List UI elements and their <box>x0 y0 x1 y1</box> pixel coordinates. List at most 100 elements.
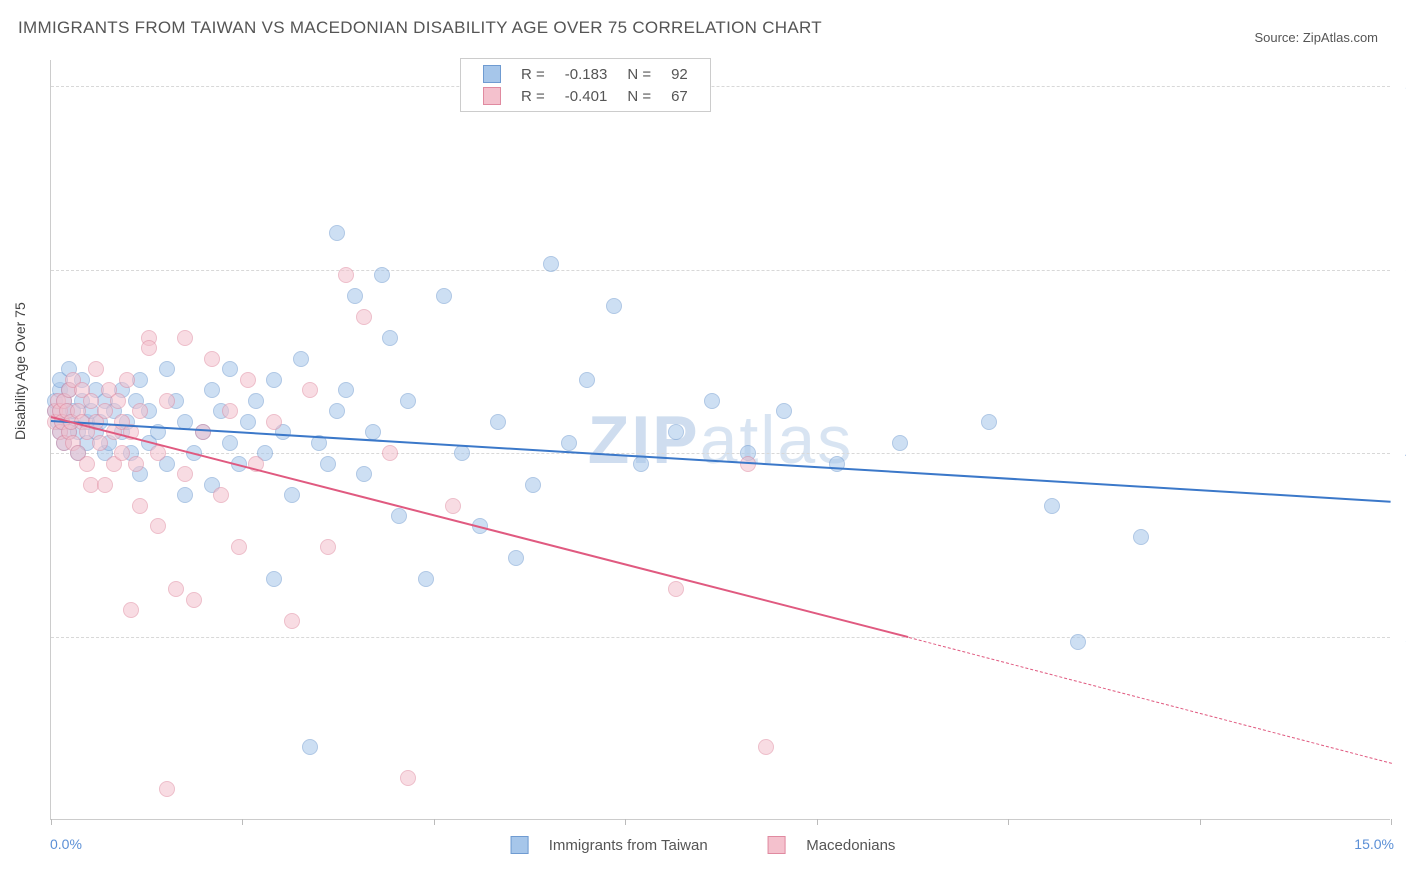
data-point <box>579 372 595 388</box>
data-point <box>454 445 470 461</box>
data-point <box>1070 634 1086 650</box>
data-point <box>374 267 390 283</box>
gridline <box>51 453 1390 454</box>
data-point <box>561 435 577 451</box>
data-point <box>132 498 148 514</box>
data-point <box>204 351 220 367</box>
data-point <box>776 403 792 419</box>
x-axis-min-label: 0.0% <box>50 836 82 852</box>
swatch-series2 <box>483 87 501 105</box>
correlation-legend: R =-0.183 N =92 R =-0.401 N =67 <box>460 58 711 112</box>
series1-label: Immigrants from Taiwan <box>549 837 708 854</box>
swatch-series2-bottom <box>768 836 786 854</box>
data-point <box>128 456 144 472</box>
data-point <box>365 424 381 440</box>
x-axis-max-label: 15.0% <box>1354 836 1394 852</box>
data-point <box>382 445 398 461</box>
x-tick <box>51 819 52 825</box>
x-tick <box>242 819 243 825</box>
data-point <box>668 424 684 440</box>
data-point <box>204 382 220 398</box>
data-point <box>293 351 309 367</box>
data-point <box>284 487 300 503</box>
data-point <box>356 309 372 325</box>
x-tick <box>434 819 435 825</box>
data-point <box>418 571 434 587</box>
trend-line-extrapolated <box>908 637 1391 764</box>
x-tick <box>1200 819 1201 825</box>
data-point <box>391 508 407 524</box>
data-point <box>981 414 997 430</box>
y-tick-label: 45.0% <box>1395 445 1406 461</box>
series-legend: Immigrants from Taiwan Macedonians <box>503 836 904 854</box>
data-point <box>79 456 95 472</box>
data-point <box>119 372 135 388</box>
data-point <box>240 372 256 388</box>
data-point <box>222 403 238 419</box>
data-point <box>320 539 336 555</box>
data-point <box>222 435 238 451</box>
x-tick <box>817 819 818 825</box>
trend-line <box>51 416 909 638</box>
gridline <box>51 270 1390 271</box>
x-tick <box>625 819 626 825</box>
data-point <box>400 770 416 786</box>
data-point <box>240 414 256 430</box>
data-point <box>177 330 193 346</box>
data-point <box>110 393 126 409</box>
data-point <box>356 466 372 482</box>
data-point <box>248 393 264 409</box>
data-point <box>490 414 506 430</box>
data-point <box>150 518 166 534</box>
data-point <box>445 498 461 514</box>
data-point <box>231 539 247 555</box>
data-point <box>159 393 175 409</box>
data-point <box>186 592 202 608</box>
data-point <box>123 602 139 618</box>
gridline <box>51 637 1390 638</box>
data-point <box>543 256 559 272</box>
legend-row-series1: R =-0.183 N =92 <box>473 63 698 85</box>
gridline <box>51 86 1390 87</box>
data-point <box>1133 529 1149 545</box>
data-point <box>159 361 175 377</box>
data-point <box>329 225 345 241</box>
data-point <box>159 781 175 797</box>
data-point <box>338 267 354 283</box>
data-point <box>320 456 336 472</box>
legend-row-series2: R =-0.401 N =67 <box>473 85 698 107</box>
data-point <box>284 613 300 629</box>
data-point <box>1044 498 1060 514</box>
swatch-series1-bottom <box>511 836 529 854</box>
data-point <box>150 445 166 461</box>
y-tick-label: 27.5% <box>1395 629 1406 645</box>
data-point <box>266 372 282 388</box>
data-point <box>382 330 398 346</box>
data-point <box>758 739 774 755</box>
data-point <box>508 550 524 566</box>
series2-label: Macedonians <box>806 837 895 854</box>
data-point <box>302 739 318 755</box>
data-point <box>92 435 108 451</box>
data-point <box>668 581 684 597</box>
data-point <box>88 361 104 377</box>
data-point <box>213 487 229 503</box>
data-point <box>400 393 416 409</box>
data-point <box>97 403 113 419</box>
data-point <box>338 382 354 398</box>
data-point <box>97 477 113 493</box>
data-point <box>141 340 157 356</box>
y-tick-label: 62.5% <box>1395 262 1406 278</box>
x-tick <box>1391 819 1392 825</box>
data-point <box>606 298 622 314</box>
data-point <box>177 466 193 482</box>
swatch-series1 <box>483 65 501 83</box>
data-point <box>266 571 282 587</box>
data-point <box>436 288 452 304</box>
data-point <box>525 477 541 493</box>
chart-plot-area: ZIPatlas 27.5%45.0%62.5%80.0% <box>50 60 1390 820</box>
data-point <box>168 581 184 597</box>
data-point <box>633 456 649 472</box>
y-tick-label: 80.0% <box>1395 78 1406 94</box>
data-point <box>222 361 238 377</box>
